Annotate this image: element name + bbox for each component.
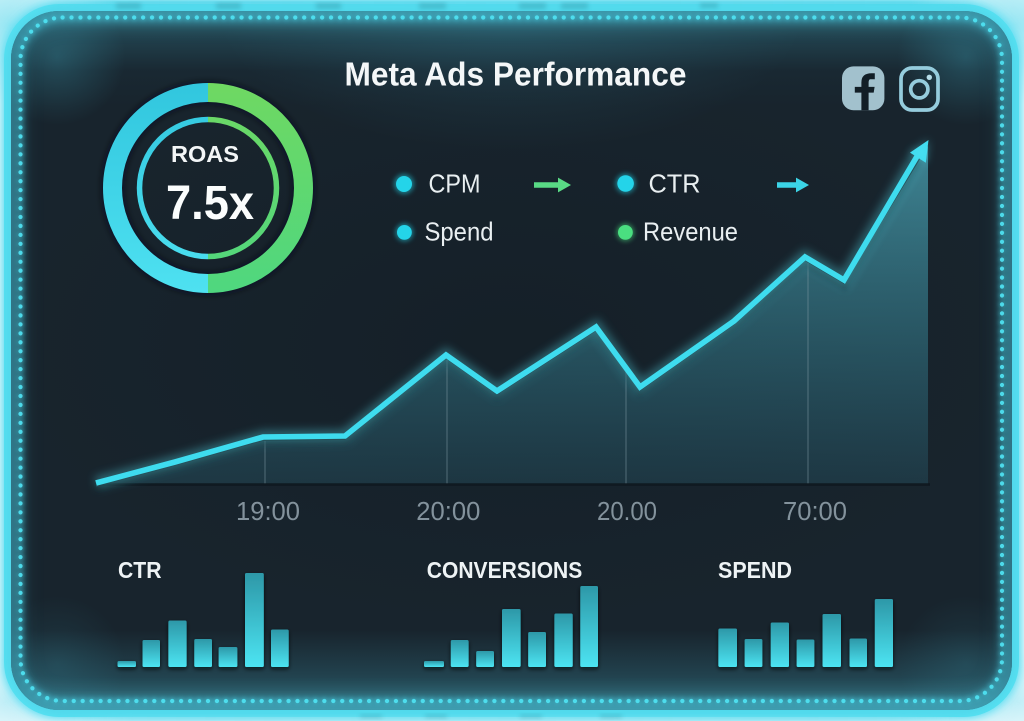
svg-text:70:00: 70:00 (783, 498, 847, 526)
svg-text:CPM: CPM (429, 169, 481, 199)
svg-text:SPEND: SPEND (718, 557, 792, 583)
svg-text:CTR: CTR (649, 169, 701, 199)
svg-text:Revenue: Revenue (643, 217, 738, 247)
svg-text:20:00: 20:00 (416, 498, 480, 526)
svg-text:Spend: Spend (425, 217, 494, 247)
svg-text:ROAS: ROAS (171, 141, 239, 167)
svg-text:20.00: 20.00 (597, 498, 657, 526)
svg-text:CTR: CTR (118, 557, 162, 583)
svg-text:CONVERSIONS: CONVERSIONS (427, 557, 583, 583)
svg-text:Meta Ads Performance: Meta Ads Performance (345, 56, 687, 93)
svg-text:19:00: 19:00 (236, 498, 300, 526)
svg-text:7.5x: 7.5x (166, 177, 254, 230)
